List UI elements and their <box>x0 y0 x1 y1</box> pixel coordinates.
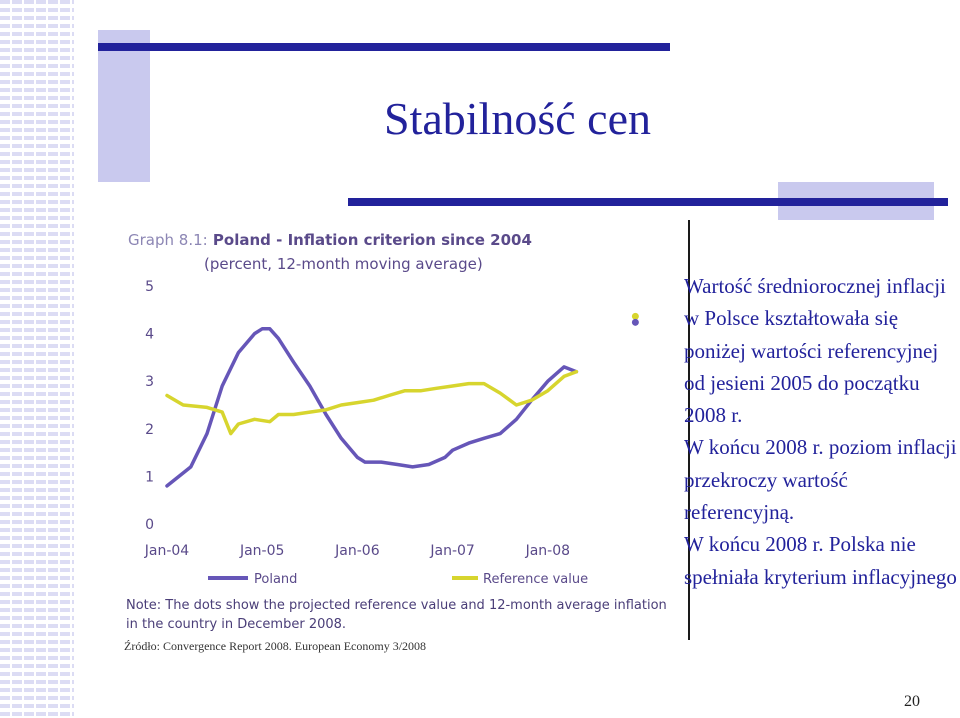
x-tick-label: Jan-06 <box>334 543 380 559</box>
decorative-stripes <box>0 0 74 718</box>
decorative-square-top <box>98 30 150 182</box>
chart-title: Graph 8.1: Poland - Inflation criterion … <box>128 231 532 249</box>
body-paragraph: W końcu 2008 r. Polska nie spełniała kry… <box>684 532 957 589</box>
chart-note: Note: The dots show the projected refere… <box>126 598 667 632</box>
y-tick-label: 1 <box>145 469 154 485</box>
decorative-bar-right <box>348 198 948 206</box>
legend-label: Poland <box>254 572 297 587</box>
y-tick-label: 0 <box>145 517 154 533</box>
y-tick-label: 4 <box>145 327 154 343</box>
projection-dot <box>631 318 639 326</box>
page-number: 20 <box>904 693 920 710</box>
x-tick-label: Jan-08 <box>525 543 570 559</box>
projection-dot <box>631 312 639 320</box>
legend-label: Reference value <box>483 572 588 587</box>
chart-subtitle: (percent, 12-month moving average) <box>204 255 483 273</box>
y-tick-label: 2 <box>145 422 154 438</box>
body-paragraph: Wartość średniorocznej inflacji w Polsce… <box>684 274 946 428</box>
x-tick-label: Jan-05 <box>239 543 284 559</box>
x-tick-label: Jan-07 <box>429 543 474 559</box>
series-line-poland <box>165 327 579 488</box>
chart-title-label: Graph 8.1: <box>128 231 208 249</box>
divider-line <box>688 220 690 640</box>
slide-body: Wartość średniorocznej inflacji w Polsce… <box>684 270 960 593</box>
source-caption: Źródło: Convergence Report 2008. Europea… <box>124 639 427 653</box>
slide-title: Stabilność cen <box>384 93 651 144</box>
chart-title-text: Poland - Inflation criterion since 2004 <box>212 231 532 249</box>
y-tick-label: 3 <box>145 374 154 390</box>
x-tick-label: Jan-04 <box>144 543 190 559</box>
inflation-line-chart: 0 1 2 3 4 5 Jan-04 Jan-05 Jan-06 Jan-07 Jan-08 Pola… <box>144 279 639 587</box>
y-tick-label: 5 <box>145 279 154 295</box>
body-paragraph: W końcu 2008 r. poziom inflacji przekroc… <box>684 435 957 525</box>
decorative-bar-top <box>98 43 670 51</box>
series-line-reference-value <box>165 369 579 436</box>
